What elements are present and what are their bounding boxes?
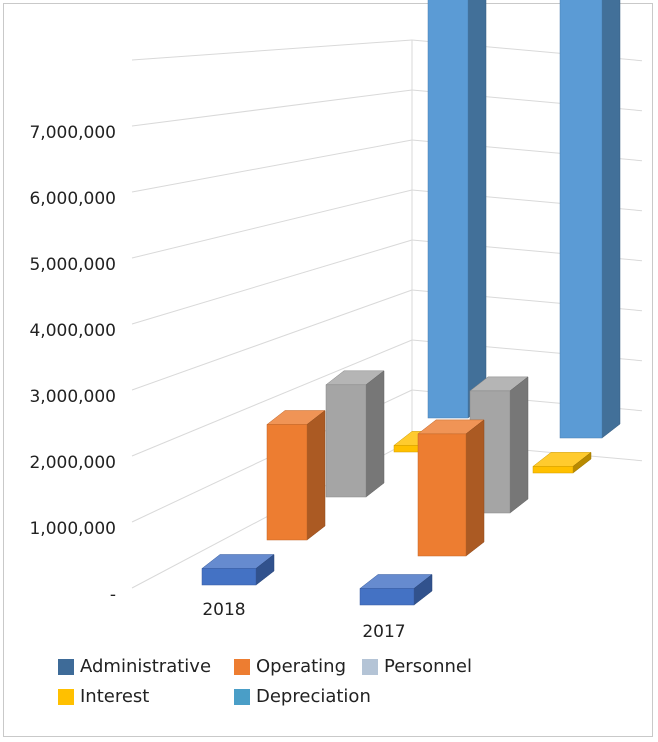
legend-label: Administrative — [80, 656, 212, 677]
bar-side-face — [467, 0, 487, 419]
bar-operating-2017 — [417, 419, 485, 557]
bar-front-face — [417, 433, 467, 557]
bar-side-face — [465, 419, 485, 557]
category-label: 2017 — [362, 622, 405, 642]
bar-side-face — [601, 0, 621, 439]
legend-item: Operating — [234, 656, 346, 677]
bar-front-face — [427, 0, 469, 419]
y-tick-label: 2,000,000 — [29, 453, 116, 473]
legend-label: Personnel — [384, 656, 472, 677]
legend-item: Personnel — [362, 656, 472, 677]
bar-front-face — [359, 588, 415, 606]
bar-administrative-2018 — [201, 553, 275, 586]
legend-item: Administrative — [58, 656, 211, 677]
bar-front-face — [266, 424, 308, 541]
bar-front-face — [325, 384, 367, 498]
bar-interest-2017 — [532, 451, 592, 474]
legend-swatch — [58, 688, 74, 705]
legend-label: Operating — [256, 656, 346, 677]
category-label: 2018 — [202, 600, 245, 620]
legend-swatch — [234, 658, 250, 675]
bars — [201, 0, 621, 606]
gridline — [131, 89, 413, 127]
y-tick-label: 7,000,000 — [29, 123, 116, 143]
y-axis-ticks: - 1,000,000 2,000,000 3,000,000 4,000,000 5,0… — [29, 123, 116, 605]
legend-label: Interest — [80, 686, 150, 707]
chart-frame — [3, 3, 653, 737]
bar-personnel-2018 — [325, 370, 385, 498]
gridline — [131, 139, 413, 193]
y-tick-label: 5,000,000 — [29, 255, 116, 275]
bar-front-face — [559, 0, 603, 439]
gridline — [131, 289, 413, 391]
gridline — [131, 39, 413, 61]
legend-label: Depreciation — [256, 686, 371, 707]
bar-front-face — [532, 466, 574, 474]
y-tick-label: - — [110, 585, 116, 605]
bar-side-face — [306, 409, 326, 541]
gridline — [131, 339, 413, 457]
bar-depreciation-2017 — [559, 0, 621, 439]
y-tick-label: 3,000,000 — [29, 387, 116, 407]
gridline — [131, 239, 413, 325]
bar-front-face — [201, 568, 257, 586]
category-labels: 2018 2017 — [202, 600, 405, 642]
bar-side-face — [509, 376, 529, 514]
bar-depreciation-2018 — [427, 0, 487, 419]
legend-item: Depreciation — [234, 686, 371, 707]
legend-swatch — [362, 658, 378, 675]
bar-side-face — [365, 370, 385, 498]
legend-swatch — [234, 688, 250, 705]
legend-item: Interest — [58, 686, 149, 707]
gridline — [131, 189, 413, 259]
y-tick-label: 6,000,000 — [29, 189, 116, 209]
y-tick-label: 4,000,000 — [29, 321, 116, 341]
bar-operating-2018 — [266, 409, 326, 541]
y-tick-label: 1,000,000 — [29, 519, 116, 539]
bar-administrative-2017 — [359, 573, 433, 606]
legend-swatch — [58, 658, 74, 675]
